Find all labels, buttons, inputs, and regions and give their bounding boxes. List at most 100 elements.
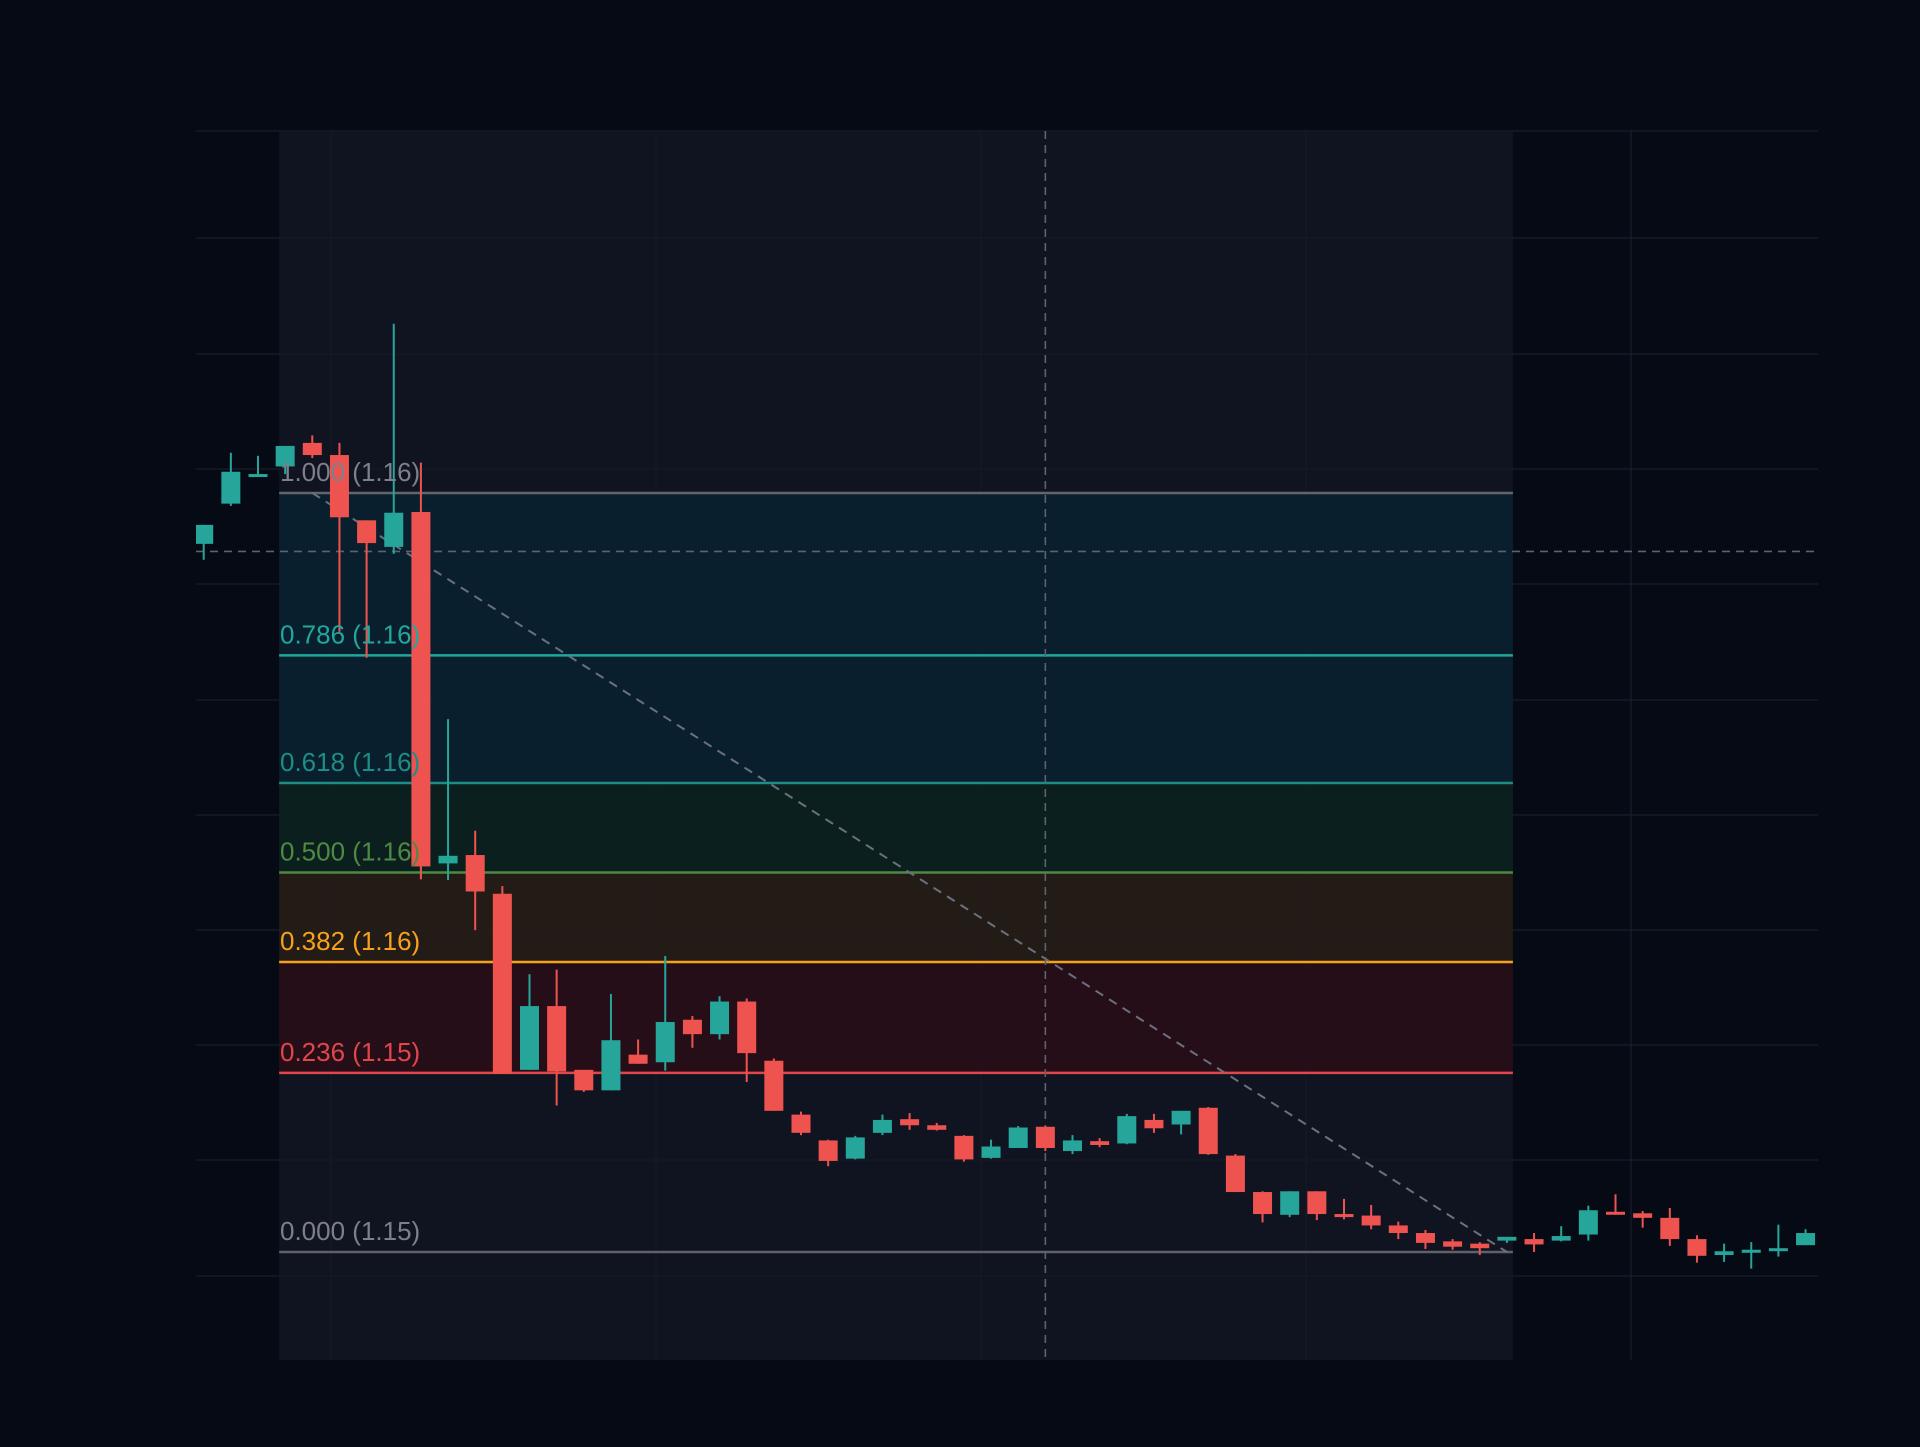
candle bbox=[1117, 1113, 1137, 1145]
candle-body bbox=[628, 1054, 648, 1064]
candle-body bbox=[384, 512, 404, 547]
candle-body bbox=[1606, 1211, 1625, 1215]
candle bbox=[1470, 1242, 1490, 1256]
candle bbox=[1633, 1211, 1653, 1228]
candle bbox=[329, 442, 349, 632]
candle bbox=[1280, 1191, 1300, 1218]
candle bbox=[1796, 1229, 1816, 1246]
candle-body bbox=[1415, 1233, 1435, 1243]
candle-body bbox=[601, 1040, 621, 1091]
candle bbox=[411, 462, 431, 880]
fib-labels: 1.000 (1.16) 0.786 (1.16) 0.618 (1.16) 0.50… bbox=[280, 457, 420, 1246]
candle bbox=[1497, 1236, 1517, 1243]
fib-zone-fill bbox=[279, 655, 1513, 783]
candle bbox=[927, 1122, 947, 1131]
candle-body bbox=[927, 1125, 947, 1130]
fib-level-label: 0.000 (1.15) bbox=[280, 1216, 420, 1246]
candle-body bbox=[1008, 1127, 1028, 1149]
candle bbox=[1687, 1235, 1707, 1263]
candle bbox=[1008, 1126, 1028, 1149]
candle bbox=[601, 993, 621, 1091]
candle-body bbox=[1470, 1243, 1490, 1249]
candle bbox=[1090, 1138, 1110, 1148]
candle-body bbox=[492, 893, 512, 1074]
candle-body bbox=[465, 855, 485, 892]
candle-body bbox=[1796, 1233, 1816, 1246]
candle bbox=[465, 830, 485, 931]
candle-body bbox=[981, 1146, 1001, 1158]
candle-body bbox=[1361, 1215, 1381, 1226]
candle-body bbox=[1144, 1119, 1164, 1129]
candle bbox=[492, 886, 512, 1074]
fib-level-label: 0.500 (1.16) bbox=[280, 837, 420, 867]
candle bbox=[1063, 1135, 1082, 1155]
candle bbox=[1388, 1221, 1408, 1240]
candle bbox=[655, 955, 675, 1071]
candle-body bbox=[438, 855, 458, 864]
candle-body bbox=[872, 1119, 892, 1133]
fib-level-label: 0.618 (1.16) bbox=[280, 747, 420, 777]
candle-body bbox=[275, 445, 295, 467]
candle bbox=[196, 524, 214, 560]
candle bbox=[872, 1114, 892, 1136]
candle-body bbox=[574, 1069, 594, 1091]
candle bbox=[1660, 1207, 1680, 1246]
fib-level-label: 1.000 (1.16) bbox=[280, 457, 420, 487]
candle-body bbox=[764, 1060, 784, 1111]
candle bbox=[1551, 1226, 1571, 1242]
candle-body bbox=[411, 511, 431, 867]
candle-body bbox=[547, 1006, 567, 1072]
crosshair bbox=[196, 131, 1818, 1360]
candle bbox=[1334, 1198, 1354, 1220]
candle-body bbox=[1280, 1191, 1300, 1215]
candle-body bbox=[1063, 1140, 1082, 1152]
candle-body bbox=[900, 1119, 920, 1126]
candle bbox=[221, 452, 241, 506]
candle bbox=[791, 1111, 811, 1136]
candle bbox=[710, 996, 730, 1040]
candle-body bbox=[845, 1137, 865, 1159]
candle-body bbox=[1198, 1107, 1218, 1155]
candle-body bbox=[1714, 1251, 1734, 1256]
candle bbox=[275, 445, 295, 475]
candle bbox=[845, 1135, 865, 1160]
candle-body bbox=[1741, 1249, 1761, 1253]
candle bbox=[764, 1058, 784, 1111]
candle bbox=[1768, 1224, 1788, 1257]
candle bbox=[574, 1069, 594, 1092]
candle-body bbox=[520, 1006, 539, 1070]
candle bbox=[1144, 1113, 1164, 1133]
candle bbox=[818, 1139, 838, 1167]
candle-body bbox=[682, 1019, 702, 1035]
candle bbox=[1443, 1239, 1463, 1250]
candle bbox=[1578, 1205, 1598, 1241]
fib-zone-fill bbox=[279, 493, 1513, 656]
candle bbox=[1741, 1242, 1761, 1269]
candle-body bbox=[1225, 1155, 1245, 1193]
candle bbox=[682, 1015, 702, 1048]
candle bbox=[628, 1039, 648, 1064]
candle-body bbox=[1578, 1210, 1598, 1235]
fib-retracement-tool[interactable] bbox=[279, 131, 1513, 1360]
candle bbox=[438, 719, 458, 881]
candle-body bbox=[737, 1001, 757, 1054]
candle bbox=[954, 1135, 974, 1162]
candle-body bbox=[1307, 1191, 1327, 1215]
candle-body bbox=[196, 524, 214, 544]
candle-body bbox=[357, 520, 377, 544]
fib-zone-fill bbox=[279, 872, 1513, 963]
candle-body bbox=[302, 442, 322, 456]
candle-body bbox=[791, 1114, 811, 1133]
candle-body bbox=[818, 1140, 838, 1161]
fib-level-label: 0.382 (1.16) bbox=[280, 926, 420, 956]
candle-body bbox=[1388, 1225, 1408, 1234]
candle-body bbox=[329, 455, 349, 518]
fib-level-label: 0.236 (1.15) bbox=[280, 1037, 420, 1067]
candle bbox=[981, 1139, 1001, 1159]
candle-body bbox=[1497, 1236, 1517, 1241]
candle-body bbox=[1443, 1241, 1463, 1247]
candle bbox=[357, 520, 377, 658]
candle-body bbox=[1768, 1248, 1788, 1252]
candle-body bbox=[1551, 1236, 1571, 1241]
